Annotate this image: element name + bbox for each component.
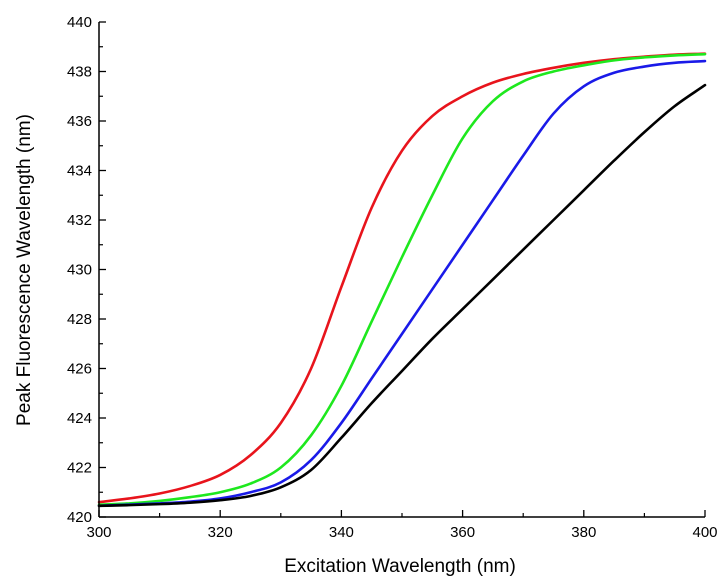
- y-tick-label: 420: [67, 509, 92, 526]
- y-tick-label: 438: [67, 64, 92, 81]
- x-axis-title: Excitation Wavelength (nm): [284, 556, 516, 577]
- axes-layer: 300 320 340 360 380 400 420 422 424 426 428 430 432 4…: [67, 14, 718, 541]
- y-tick-label: 430: [67, 262, 92, 279]
- series-line-green: [97, 52, 707, 506]
- y-tick-label: 428: [67, 311, 92, 328]
- x-tick-label: 380: [571, 524, 596, 541]
- y-tick-label: 434: [67, 163, 92, 180]
- series-line-red: [97, 52, 707, 504]
- y-tick-label: 432: [67, 212, 92, 229]
- y-tick-label: 440: [67, 14, 92, 31]
- y-tick-label: 436: [67, 113, 92, 130]
- y-tick-label: 426: [67, 361, 92, 378]
- x-tick-label: 320: [208, 524, 233, 541]
- y-tick-label: 422: [67, 460, 92, 477]
- y-axis-title: Peak Fluorescence Wavelength (nm): [14, 114, 35, 426]
- x-tick-label: 340: [329, 524, 354, 541]
- series-layer: [97, 52, 707, 508]
- y-tick-label: 424: [67, 410, 92, 427]
- x-tick-label: 360: [450, 524, 475, 541]
- series-line-black: [97, 83, 707, 508]
- x-tick-label: 300: [86, 524, 111, 541]
- x-tick-label: 400: [692, 524, 717, 541]
